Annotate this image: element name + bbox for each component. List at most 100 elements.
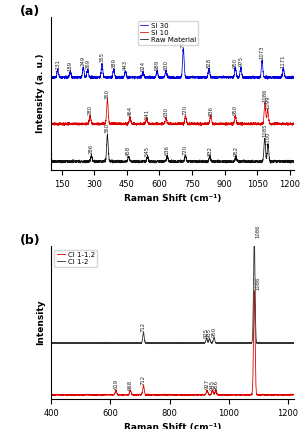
Text: 458: 458 <box>126 145 131 156</box>
X-axis label: Raman Shift (cm⁻¹): Raman Shift (cm⁻¹) <box>124 423 221 429</box>
Text: 524: 524 <box>140 61 146 71</box>
Raw Material <box>273 160 276 165</box>
Text: 1086: 1086 <box>255 276 260 290</box>
CI 1-1.2 <box>49 392 53 397</box>
CI 1-2 <box>273 341 276 346</box>
CI 1-1.2 <box>253 289 256 294</box>
CI 1-2 <box>49 340 53 345</box>
Text: 720: 720 <box>183 145 188 155</box>
CI 1-1.2 <box>153 392 157 397</box>
CI 1-2 <box>253 237 256 242</box>
SI 30 <box>165 69 168 74</box>
SI 10 <box>153 121 157 127</box>
Text: 950: 950 <box>212 327 217 337</box>
Text: 131: 131 <box>55 59 60 69</box>
Text: 636: 636 <box>165 145 170 155</box>
SI 30 <box>292 76 296 81</box>
SI 30 <box>266 77 269 82</box>
Raw Material <box>165 155 168 160</box>
SI 30 <box>153 75 157 80</box>
Text: (b): (b) <box>20 234 40 247</box>
SI 10 <box>152 121 155 127</box>
Text: 249: 249 <box>81 56 86 66</box>
CI 1-1.2 <box>151 392 155 397</box>
CI 1-2 <box>292 341 296 346</box>
Text: 956: 956 <box>213 380 218 390</box>
Text: 443: 443 <box>123 60 128 70</box>
Text: 1099: 1099 <box>265 95 270 109</box>
Text: 712: 712 <box>141 375 146 385</box>
CI 1-1.2 <box>273 392 276 397</box>
Text: 1100: 1100 <box>266 132 271 145</box>
CI 1-1.2 <box>226 392 229 397</box>
SI 10 <box>273 121 276 126</box>
Text: 360: 360 <box>105 88 110 99</box>
Text: 927: 927 <box>205 379 210 390</box>
Text: 189: 189 <box>68 60 73 71</box>
SI 30 <box>285 76 288 81</box>
CI 1-1.2 <box>292 392 296 397</box>
Legend: SI 30, SI 10, Raw Material: SI 30, SI 10, Raw Material <box>138 21 198 45</box>
Text: 975: 975 <box>238 56 243 66</box>
CI 1-2 <box>165 340 168 345</box>
CI 1-1.2 <box>271 393 274 398</box>
Text: 269: 269 <box>85 58 90 69</box>
Text: 630: 630 <box>164 60 169 70</box>
Text: 952: 952 <box>233 146 238 156</box>
Text: 389: 389 <box>111 58 116 68</box>
CI 1-2 <box>151 340 155 345</box>
Text: 355: 355 <box>100 52 104 63</box>
SI 10 <box>165 117 168 122</box>
SI 10 <box>106 96 109 101</box>
Text: 712: 712 <box>141 322 146 332</box>
Text: 925: 925 <box>204 328 209 338</box>
Line: CI 1-1.2: CI 1-1.2 <box>51 291 294 396</box>
SI 30 <box>151 76 155 81</box>
Text: 832: 832 <box>207 145 212 156</box>
Line: SI 10: SI 10 <box>51 98 294 126</box>
Y-axis label: Intensity (a. u.): Intensity (a. u.) <box>36 54 45 133</box>
SI 10 <box>56 123 60 128</box>
SI 30 <box>226 74 230 79</box>
SI 10 <box>292 122 296 127</box>
Text: 1073: 1073 <box>260 45 265 59</box>
Text: 1086: 1086 <box>262 89 267 102</box>
CI 1-1.2 <box>165 393 168 398</box>
SI 30 <box>273 75 276 80</box>
Text: 945: 945 <box>210 380 215 390</box>
CI 1-2 <box>156 341 160 347</box>
Line: Raw Material: Raw Material <box>51 134 294 163</box>
CI 1-2 <box>285 340 288 345</box>
Text: 828: 828 <box>206 58 211 68</box>
SI 30 <box>49 74 53 79</box>
Text: 836: 836 <box>208 106 213 116</box>
Text: 950: 950 <box>233 57 238 68</box>
SI 30 <box>182 46 185 51</box>
Text: 630: 630 <box>164 107 169 117</box>
Text: 464: 464 <box>128 106 133 116</box>
Text: 1086: 1086 <box>255 224 260 238</box>
CI 1-1.2 <box>285 392 288 397</box>
Raw Material <box>106 132 109 137</box>
SI 10 <box>226 121 230 127</box>
X-axis label: Raman Shift (cm⁻¹): Raman Shift (cm⁻¹) <box>124 194 221 203</box>
Text: 541: 541 <box>144 109 149 118</box>
Text: 950: 950 <box>233 104 238 115</box>
Raw Material <box>292 158 296 163</box>
Text: 1085: 1085 <box>262 124 267 137</box>
Text: 589: 589 <box>154 60 160 70</box>
Text: 545: 545 <box>145 145 150 156</box>
Text: (a): (a) <box>20 5 40 18</box>
Text: 1171: 1171 <box>281 54 286 68</box>
CI 1-2 <box>226 340 230 345</box>
Raw Material <box>269 161 272 166</box>
Y-axis label: Intensity: Intensity <box>36 300 45 345</box>
Line: SI 30: SI 30 <box>51 48 294 79</box>
Text: 619: 619 <box>113 379 119 389</box>
Text: 286: 286 <box>89 144 94 154</box>
Raw Material <box>151 159 155 164</box>
Text: 710: 710 <box>181 38 186 48</box>
Text: 720: 720 <box>183 104 188 115</box>
SI 10 <box>285 121 288 126</box>
Text: 668: 668 <box>128 379 133 390</box>
